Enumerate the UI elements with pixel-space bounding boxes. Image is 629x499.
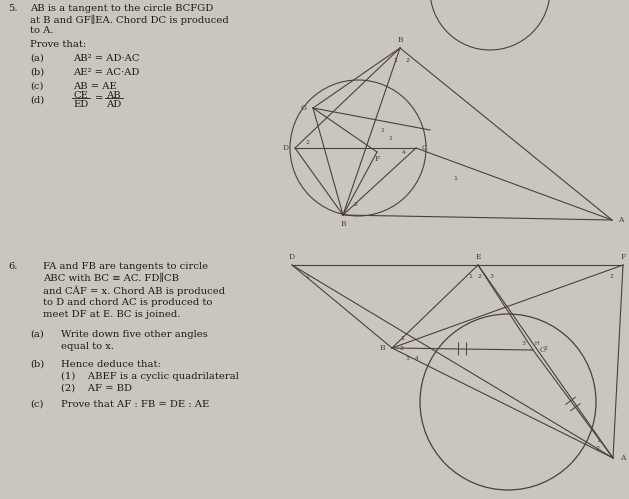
Text: 1: 1: [453, 176, 457, 181]
Text: 3: 3: [490, 274, 494, 279]
Text: D: D: [289, 253, 295, 261]
Text: meet DF at E. BC is joined.: meet DF at E. BC is joined.: [43, 310, 181, 319]
Text: 2: 2: [406, 57, 410, 62]
Text: 2: 2: [610, 274, 614, 279]
Text: (c): (c): [30, 82, 43, 91]
Text: ED: ED: [73, 100, 88, 109]
Text: 5.: 5.: [8, 4, 18, 13]
Text: CE: CE: [73, 91, 88, 100]
Text: (d): (d): [30, 96, 44, 105]
Text: and CÂF = x. Chord AB is produced: and CÂF = x. Chord AB is produced: [43, 286, 225, 296]
Text: ABC with BC ≡ AC. FD∥CB: ABC with BC ≡ AC. FD∥CB: [43, 274, 179, 283]
Text: 2: 2: [596, 446, 600, 451]
Text: 2: 2: [305, 141, 309, 146]
Text: B: B: [379, 344, 385, 352]
Text: B: B: [340, 220, 346, 228]
Text: 1: 1: [388, 136, 392, 141]
Text: Prove that:: Prove that:: [30, 40, 86, 49]
Text: 1: 1: [393, 57, 397, 62]
Text: at B and GF∥EA. Chord DC is produced: at B and GF∥EA. Chord DC is produced: [30, 15, 229, 25]
Text: 2: 2: [353, 203, 357, 208]
Text: AB = AE: AB = AE: [73, 82, 117, 91]
Text: equal to x.: equal to x.: [61, 342, 114, 351]
Text: 2: 2: [478, 274, 482, 279]
Text: 1: 1: [380, 128, 384, 133]
Text: F: F: [620, 253, 626, 261]
Text: H: H: [534, 341, 539, 346]
Text: AB is a tangent to the circle BCFGD: AB is a tangent to the circle BCFGD: [30, 4, 213, 13]
Text: 3: 3: [522, 341, 526, 346]
Text: C: C: [540, 346, 546, 354]
Text: AD: AD: [106, 100, 121, 109]
Text: AB² = AD·AC: AB² = AD·AC: [73, 54, 140, 63]
Text: 1: 1: [596, 438, 600, 443]
Text: G: G: [301, 104, 307, 112]
Text: (b): (b): [30, 360, 44, 369]
Text: 4: 4: [402, 150, 406, 155]
Text: =: =: [95, 94, 103, 103]
Text: (a): (a): [30, 54, 44, 63]
Text: F: F: [374, 155, 380, 163]
Text: to D and chord AC is produced to: to D and chord AC is produced to: [43, 298, 213, 307]
Text: Prove that AF : FB = DE : AE: Prove that AF : FB = DE : AE: [61, 400, 209, 409]
Text: AB: AB: [106, 91, 121, 100]
Text: A: A: [620, 454, 626, 462]
Text: to A.: to A.: [30, 26, 53, 35]
Text: B: B: [397, 36, 403, 44]
Text: C: C: [422, 144, 428, 152]
Text: 1: 1: [400, 336, 404, 341]
Text: FA and FB are tangents to circle: FA and FB are tangents to circle: [43, 262, 208, 271]
Text: D: D: [283, 144, 289, 152]
Text: 1: 1: [305, 274, 309, 279]
Text: (a): (a): [30, 330, 44, 339]
Text: (2)    AF = BD: (2) AF = BD: [61, 384, 132, 393]
Text: Write down five other angles: Write down five other angles: [61, 330, 208, 339]
Text: E: E: [476, 253, 481, 261]
Text: Hence deduce that:: Hence deduce that:: [61, 360, 161, 369]
Text: 3: 3: [406, 356, 410, 361]
Text: 2: 2: [400, 346, 404, 351]
Text: 1: 1: [468, 274, 472, 279]
Text: AE² = AC·AD: AE² = AC·AD: [73, 68, 140, 77]
Text: (b): (b): [30, 68, 44, 77]
Text: A: A: [618, 216, 624, 224]
Text: 6.: 6.: [8, 262, 18, 271]
Text: 4: 4: [415, 356, 419, 361]
Text: 2: 2: [544, 346, 548, 351]
Text: (1)    ABEF is a cyclic quadrilateral: (1) ABEF is a cyclic quadrilateral: [61, 372, 239, 381]
Text: (c): (c): [30, 400, 43, 409]
